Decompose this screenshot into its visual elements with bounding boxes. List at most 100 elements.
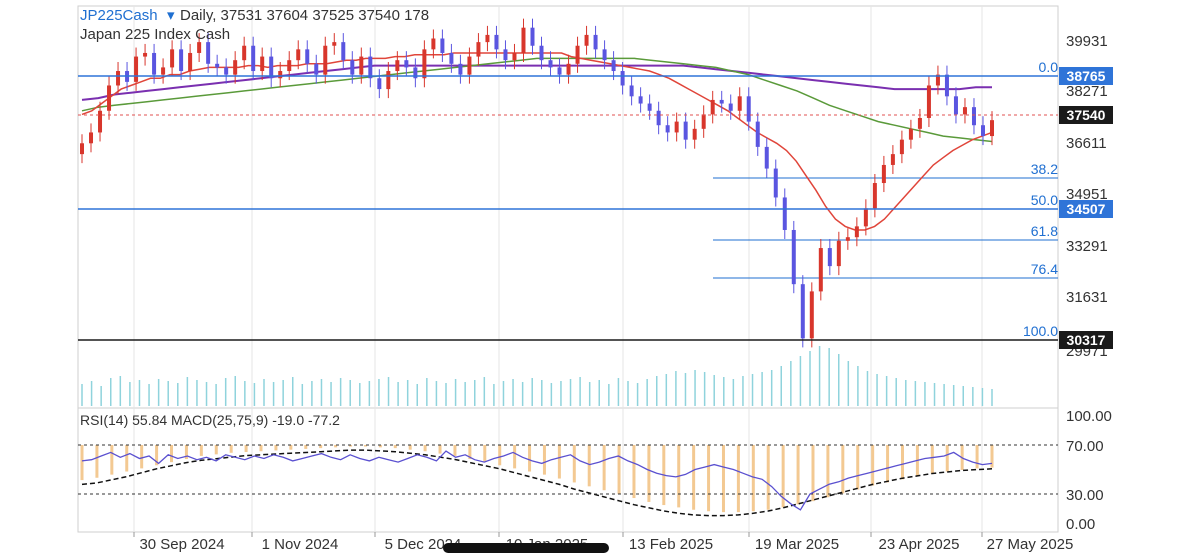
candle-body (512, 52, 517, 61)
candle-body (476, 42, 481, 57)
candle-body (359, 56, 364, 75)
candle-body (278, 71, 283, 79)
ma-fast-line (81, 52, 993, 231)
candle-body (755, 121, 760, 147)
price-axis-label: 31631 (1066, 289, 1108, 306)
price-tag-label: 30317 (1067, 332, 1106, 348)
date-axis-label: 30 Sep 2024 (139, 536, 224, 553)
date-axis-label: 1 Nov 2024 (262, 536, 339, 553)
candle-body (602, 49, 607, 61)
candle-body (827, 248, 832, 267)
ma-slow-line (81, 64, 992, 101)
candle-body (926, 85, 931, 118)
fib-level-label-1: 38.2 (1031, 161, 1058, 177)
candle-body (908, 128, 913, 140)
price-axis-label: 34951 (1066, 186, 1108, 203)
candle-body (638, 96, 643, 104)
candle-body (917, 117, 922, 129)
price-tag-bg (1059, 200, 1113, 218)
candle-body (251, 45, 256, 72)
candle-body (143, 52, 148, 57)
candle-body (980, 125, 985, 137)
candle-body (701, 114, 706, 129)
candle-body (377, 78, 382, 90)
candle-body (296, 49, 301, 61)
candle-body (764, 146, 769, 169)
instrument-subtitle: Japan 225 Index Cash (80, 26, 230, 43)
candle-body (818, 248, 823, 292)
date-axis-label: 19 Mar 2025 (755, 536, 839, 553)
candle-body (990, 120, 994, 137)
candle-body (134, 56, 139, 82)
candle-body (116, 71, 121, 86)
candle-body (341, 42, 346, 61)
price-axis-label: 39931 (1066, 33, 1108, 50)
price-tags: 38765 37540 34507 30317 (1059, 67, 1113, 349)
candle-body (215, 63, 220, 68)
candle-body (260, 56, 265, 72)
candle-body (647, 103, 652, 111)
indicator-label[interactable]: RSI(14) 55.84 MACD(25,75,9) -19.0 -77.2 (80, 412, 340, 428)
candle-body (440, 38, 445, 53)
horizontal-lines[interactable] (78, 75, 1058, 341)
home-indicator[interactable] (443, 543, 609, 553)
candle-body (206, 42, 211, 64)
candle-body (242, 45, 247, 61)
candle-body (800, 284, 805, 339)
candle-body (611, 60, 616, 72)
symbol-title[interactable]: JP225Cash (80, 7, 158, 24)
candle-body (548, 60, 553, 68)
candle-body (890, 154, 895, 165)
candle-body (872, 183, 877, 209)
candle-body (629, 85, 634, 97)
date-axis-label: 13 Feb 2025 (629, 536, 713, 553)
candle-body (962, 107, 967, 115)
candle-body (368, 56, 373, 79)
fib-level-label-5: 100.0 (1023, 323, 1058, 339)
candle-body (746, 96, 751, 122)
candle-body (107, 85, 112, 111)
price-tag-label: 38765 (1067, 68, 1106, 84)
candle-body (89, 132, 94, 144)
candle-body (197, 42, 202, 53)
rsi-axis-label: 30.00 (1066, 487, 1104, 504)
candle-body (224, 67, 229, 75)
candle-body (431, 38, 436, 50)
candle-body (404, 60, 409, 68)
price-axis-label: 33291 (1066, 238, 1108, 255)
candle-body (566, 63, 571, 75)
candlestick-series (80, 18, 994, 348)
ma-mid-line (81, 57, 993, 143)
grid (77, 5, 1059, 533)
symbol-dropdown-icon[interactable]: ▾ (167, 7, 175, 24)
candle-body (485, 34, 490, 43)
candle-body (98, 110, 103, 133)
candle-body (332, 42, 337, 46)
candle-body (152, 52, 157, 75)
price-tag-bg (1059, 67, 1113, 85)
candle-body (854, 226, 859, 238)
candle-body (719, 99, 724, 104)
candle-body (710, 99, 715, 115)
fibonacci-retracement[interactable]: 0.0 38.2 50.0 61.8 76.4 100.0 (713, 59, 1058, 341)
rsi-axis-label: 100.00 (1066, 408, 1112, 425)
candle-body (944, 74, 949, 97)
price-axis-label: 38271 (1066, 83, 1108, 100)
candle-body (656, 110, 661, 126)
candle-body (836, 240, 841, 267)
candle-body (953, 96, 958, 115)
candle-body (557, 67, 562, 75)
fib-level-label-2: 50.0 (1031, 192, 1058, 208)
candle-body (467, 56, 472, 75)
candle-body (521, 27, 526, 53)
candle-body (233, 60, 238, 75)
candle-body (395, 60, 400, 72)
axes: 39931382713661134951332913163129971100.0… (133, 33, 1112, 553)
price-tag-label: 34507 (1067, 201, 1106, 217)
candle-body (935, 74, 940, 86)
candle-body (449, 52, 454, 64)
date-axis-label: 23 Apr 2025 (879, 536, 960, 553)
candle-body (683, 121, 688, 140)
plot-frame (77, 5, 1059, 533)
candle-body (620, 71, 625, 86)
